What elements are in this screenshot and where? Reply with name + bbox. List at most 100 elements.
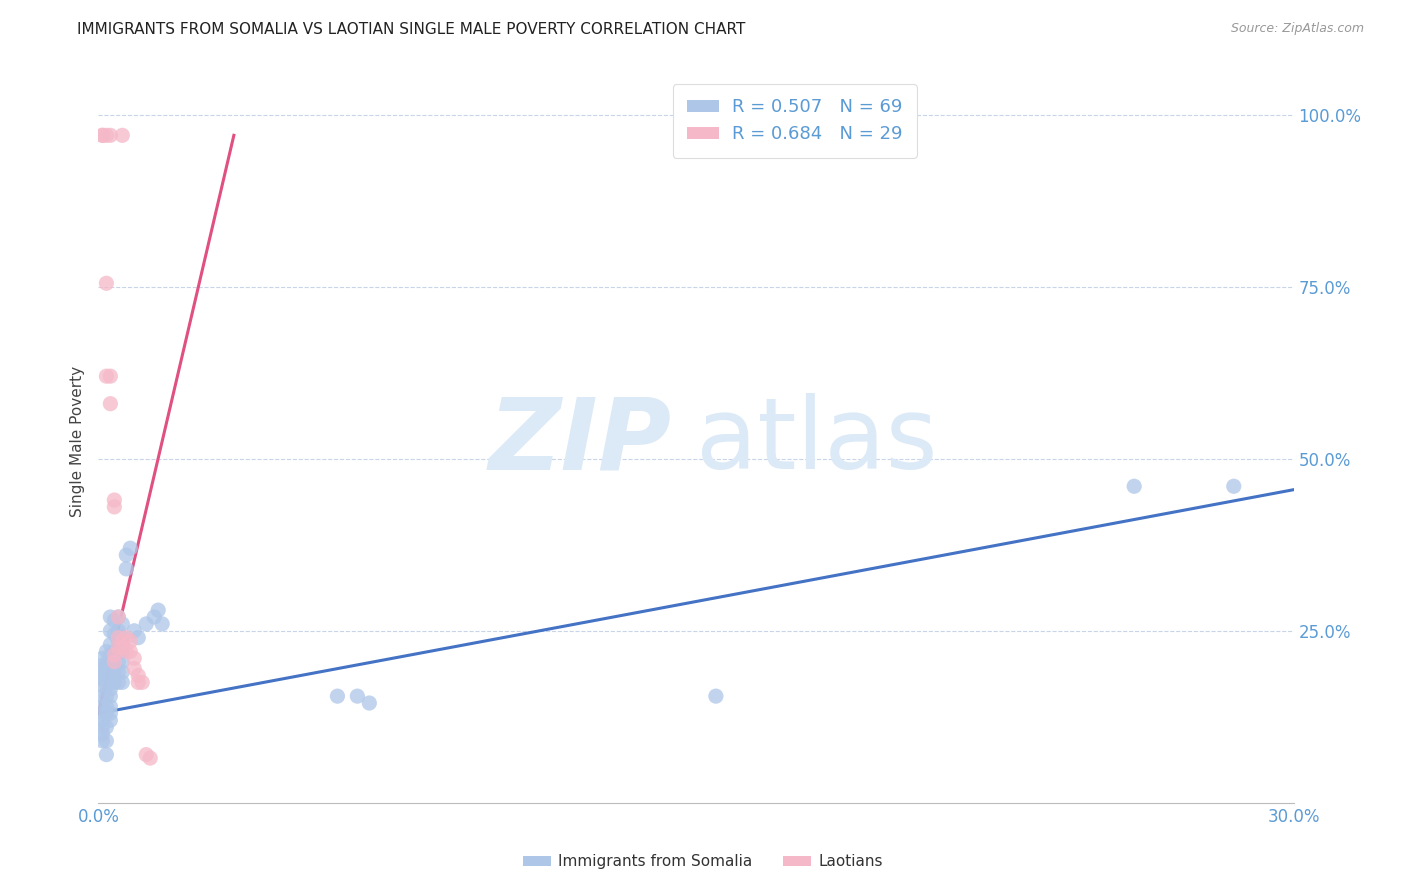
Point bbox=[1223, 479, 1246, 493]
Point bbox=[111, 655, 134, 669]
Point bbox=[96, 699, 118, 714]
Point bbox=[111, 640, 134, 655]
Point bbox=[143, 610, 166, 624]
Point bbox=[98, 665, 122, 679]
Point bbox=[96, 720, 118, 734]
Legend: Immigrants from Somalia, Laotians: Immigrants from Somalia, Laotians bbox=[517, 848, 889, 875]
Point bbox=[107, 624, 129, 638]
Point bbox=[103, 644, 125, 658]
Point bbox=[103, 648, 125, 662]
Point bbox=[98, 675, 122, 690]
Point bbox=[127, 675, 149, 690]
Point bbox=[120, 634, 142, 648]
Point bbox=[96, 706, 118, 721]
Point bbox=[127, 631, 149, 645]
Point bbox=[103, 627, 125, 641]
Point bbox=[115, 548, 138, 562]
Point bbox=[103, 665, 125, 679]
Point bbox=[326, 689, 349, 703]
Point bbox=[91, 672, 114, 686]
Point bbox=[96, 369, 118, 384]
Point bbox=[91, 651, 114, 665]
Point bbox=[91, 720, 114, 734]
Point bbox=[91, 713, 114, 727]
Point bbox=[148, 603, 170, 617]
Point bbox=[96, 658, 118, 673]
Point bbox=[91, 734, 114, 748]
Text: ZIP: ZIP bbox=[489, 393, 672, 490]
Point bbox=[115, 644, 138, 658]
Point bbox=[111, 128, 134, 143]
Point bbox=[111, 616, 134, 631]
Point bbox=[107, 640, 129, 655]
Point bbox=[103, 651, 125, 665]
Point bbox=[107, 610, 129, 624]
Point bbox=[111, 665, 134, 679]
Point bbox=[139, 751, 162, 765]
Point bbox=[131, 675, 153, 690]
Point bbox=[103, 493, 125, 508]
Point bbox=[91, 727, 114, 741]
Point bbox=[96, 665, 118, 679]
Point bbox=[124, 651, 146, 665]
Point bbox=[96, 277, 118, 291]
Point bbox=[103, 614, 125, 628]
Point bbox=[98, 369, 122, 384]
Point bbox=[96, 672, 118, 686]
Point bbox=[346, 689, 368, 703]
Point bbox=[115, 631, 138, 645]
Point bbox=[98, 682, 122, 697]
Point bbox=[124, 624, 146, 638]
Point bbox=[98, 624, 122, 638]
Point bbox=[107, 644, 129, 658]
Point bbox=[98, 699, 122, 714]
Y-axis label: Single Male Poverty: Single Male Poverty bbox=[70, 366, 86, 517]
Point bbox=[107, 665, 129, 679]
Point bbox=[98, 689, 122, 703]
Point bbox=[96, 128, 118, 143]
Point bbox=[91, 679, 114, 693]
Point bbox=[107, 675, 129, 690]
Legend: R = 0.507   N = 69, R = 0.684   N = 29: R = 0.507 N = 69, R = 0.684 N = 29 bbox=[672, 84, 917, 158]
Point bbox=[98, 706, 122, 721]
Point bbox=[91, 665, 114, 679]
Point bbox=[96, 734, 118, 748]
Point bbox=[98, 658, 122, 673]
Point bbox=[150, 616, 173, 631]
Point bbox=[91, 128, 114, 143]
Point bbox=[127, 668, 149, 682]
Text: Source: ZipAtlas.com: Source: ZipAtlas.com bbox=[1230, 22, 1364, 36]
Point bbox=[96, 747, 118, 762]
Point bbox=[91, 706, 114, 721]
Point bbox=[107, 655, 129, 669]
Point bbox=[103, 655, 125, 669]
Point bbox=[135, 616, 157, 631]
Point bbox=[103, 658, 125, 673]
Point bbox=[111, 631, 134, 645]
Point bbox=[91, 689, 114, 703]
Point bbox=[103, 675, 125, 690]
Point bbox=[704, 689, 727, 703]
Text: IMMIGRANTS FROM SOMALIA VS LAOTIAN SINGLE MALE POVERTY CORRELATION CHART: IMMIGRANTS FROM SOMALIA VS LAOTIAN SINGL… bbox=[77, 22, 745, 37]
Point bbox=[107, 610, 129, 624]
Point bbox=[98, 128, 122, 143]
Point bbox=[135, 747, 157, 762]
Point bbox=[96, 644, 118, 658]
Point bbox=[96, 689, 118, 703]
Point bbox=[115, 562, 138, 576]
Point bbox=[103, 500, 125, 514]
Point bbox=[98, 610, 122, 624]
Point bbox=[111, 675, 134, 690]
Point bbox=[98, 713, 122, 727]
Point bbox=[98, 648, 122, 662]
Point bbox=[107, 634, 129, 648]
Text: atlas: atlas bbox=[696, 393, 938, 490]
Point bbox=[111, 644, 134, 658]
Point bbox=[91, 699, 114, 714]
Point bbox=[111, 634, 134, 648]
Point bbox=[91, 128, 114, 143]
Point bbox=[124, 662, 146, 676]
Point bbox=[91, 658, 114, 673]
Point bbox=[96, 679, 118, 693]
Point bbox=[98, 397, 122, 411]
